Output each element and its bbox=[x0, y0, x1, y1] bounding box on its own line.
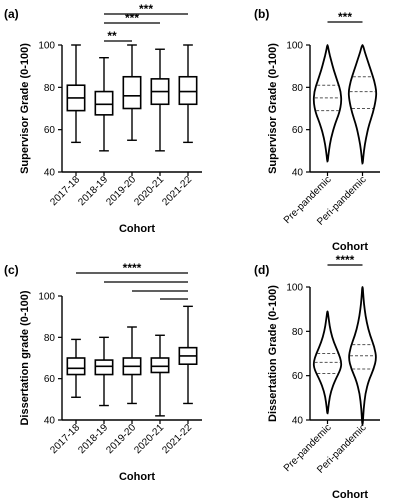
violin-Peri-pandemic bbox=[348, 286, 377, 426]
significance-label: **** bbox=[336, 253, 355, 267]
y-tick-label: 40 bbox=[292, 168, 304, 179]
x-tick-label: 2021-22 bbox=[160, 422, 194, 456]
y-tick-label: 100 bbox=[286, 283, 303, 294]
y-tick-label: 60 bbox=[292, 125, 304, 136]
y-tick-label: 40 bbox=[44, 416, 56, 427]
significance-label: *** bbox=[125, 11, 139, 25]
box-2017-18 bbox=[66, 44, 86, 144]
x-tick-label: 2017-18 bbox=[48, 422, 82, 456]
x-tick-label: 2019-20 bbox=[104, 422, 138, 456]
y-tick-label: 80 bbox=[292, 327, 304, 338]
x-axis-title: Cohort bbox=[332, 241, 368, 253]
x-axis-title: Cohort bbox=[119, 471, 155, 483]
y-tick-label: 80 bbox=[44, 333, 56, 344]
significance-label: ** bbox=[107, 29, 117, 43]
y-tick-label: 100 bbox=[38, 41, 55, 52]
x-tick-label: 2021-22 bbox=[160, 174, 194, 208]
y-tick-label: 40 bbox=[44, 168, 56, 179]
x-tick-label: 2020-21 bbox=[132, 174, 166, 208]
panel-label: (a) bbox=[4, 7, 19, 21]
y-tick-label: 100 bbox=[38, 292, 55, 303]
y-axis-title: Supervisor Grade (0-100) bbox=[267, 43, 279, 174]
box-iqr bbox=[66, 357, 86, 376]
box-2018-19 bbox=[94, 336, 114, 407]
box-iqr bbox=[94, 90, 114, 116]
panel-a: (a) 40 60 80 100 Supervisor Grade (0-100) 2017… bbox=[4, 2, 202, 235]
y-tick-label: 40 bbox=[292, 416, 304, 427]
violin-shape bbox=[312, 44, 343, 163]
box-iqr bbox=[150, 357, 170, 374]
y-tick-label: 80 bbox=[44, 83, 56, 94]
box-2019-20 bbox=[122, 44, 142, 141]
panel-label: (c) bbox=[4, 263, 19, 277]
significance-label: *** bbox=[338, 10, 352, 24]
y-tick-label: 60 bbox=[292, 371, 304, 382]
violin-Pre-pandemic bbox=[312, 44, 343, 163]
violin-Peri-pandemic bbox=[347, 44, 378, 165]
x-tick-label: 2018-19 bbox=[76, 422, 110, 456]
violin-Pre-pandemic bbox=[312, 310, 343, 415]
violin-shape bbox=[347, 44, 378, 165]
significance-label: *** bbox=[139, 2, 153, 16]
x-tick-label: 2018-19 bbox=[76, 174, 110, 208]
y-tick-label: 100 bbox=[286, 41, 303, 52]
box-2018-19 bbox=[94, 57, 114, 152]
y-tick-label: 60 bbox=[44, 125, 56, 136]
box-iqr bbox=[178, 75, 198, 106]
box-2020-21 bbox=[150, 48, 170, 152]
box-2019-20 bbox=[122, 326, 142, 405]
box-2017-18 bbox=[66, 338, 86, 398]
panel-label: (b) bbox=[254, 7, 269, 21]
box-2021-22 bbox=[178, 44, 198, 144]
box-iqr bbox=[94, 359, 114, 376]
x-tick-label: 2017-18 bbox=[48, 174, 82, 208]
significance-label: **** bbox=[123, 261, 142, 275]
y-axis-title: Supervisor Grade (0-100) bbox=[19, 43, 31, 174]
y-axis-title: Dissertation Grade (0-100) bbox=[267, 285, 279, 422]
y-tick-label: 60 bbox=[44, 374, 56, 385]
panel-label: (d) bbox=[254, 263, 269, 277]
x-tick-label: 2019-20 bbox=[104, 174, 138, 208]
x-tick-label: 2020-21 bbox=[132, 422, 166, 456]
box-2020-21 bbox=[150, 334, 170, 417]
y-axis-title: Dissertation grade (0-100) bbox=[19, 290, 31, 425]
x-axis-title: Cohort bbox=[332, 489, 368, 500]
panel-c: (c) 40 60 80 100 Dissertation grade (0-100) 20… bbox=[4, 261, 202, 483]
box-iqr bbox=[122, 75, 142, 110]
x-axis-title: Cohort bbox=[119, 223, 155, 235]
y-tick-label: 80 bbox=[292, 83, 304, 94]
box-2021-22 bbox=[178, 305, 198, 405]
